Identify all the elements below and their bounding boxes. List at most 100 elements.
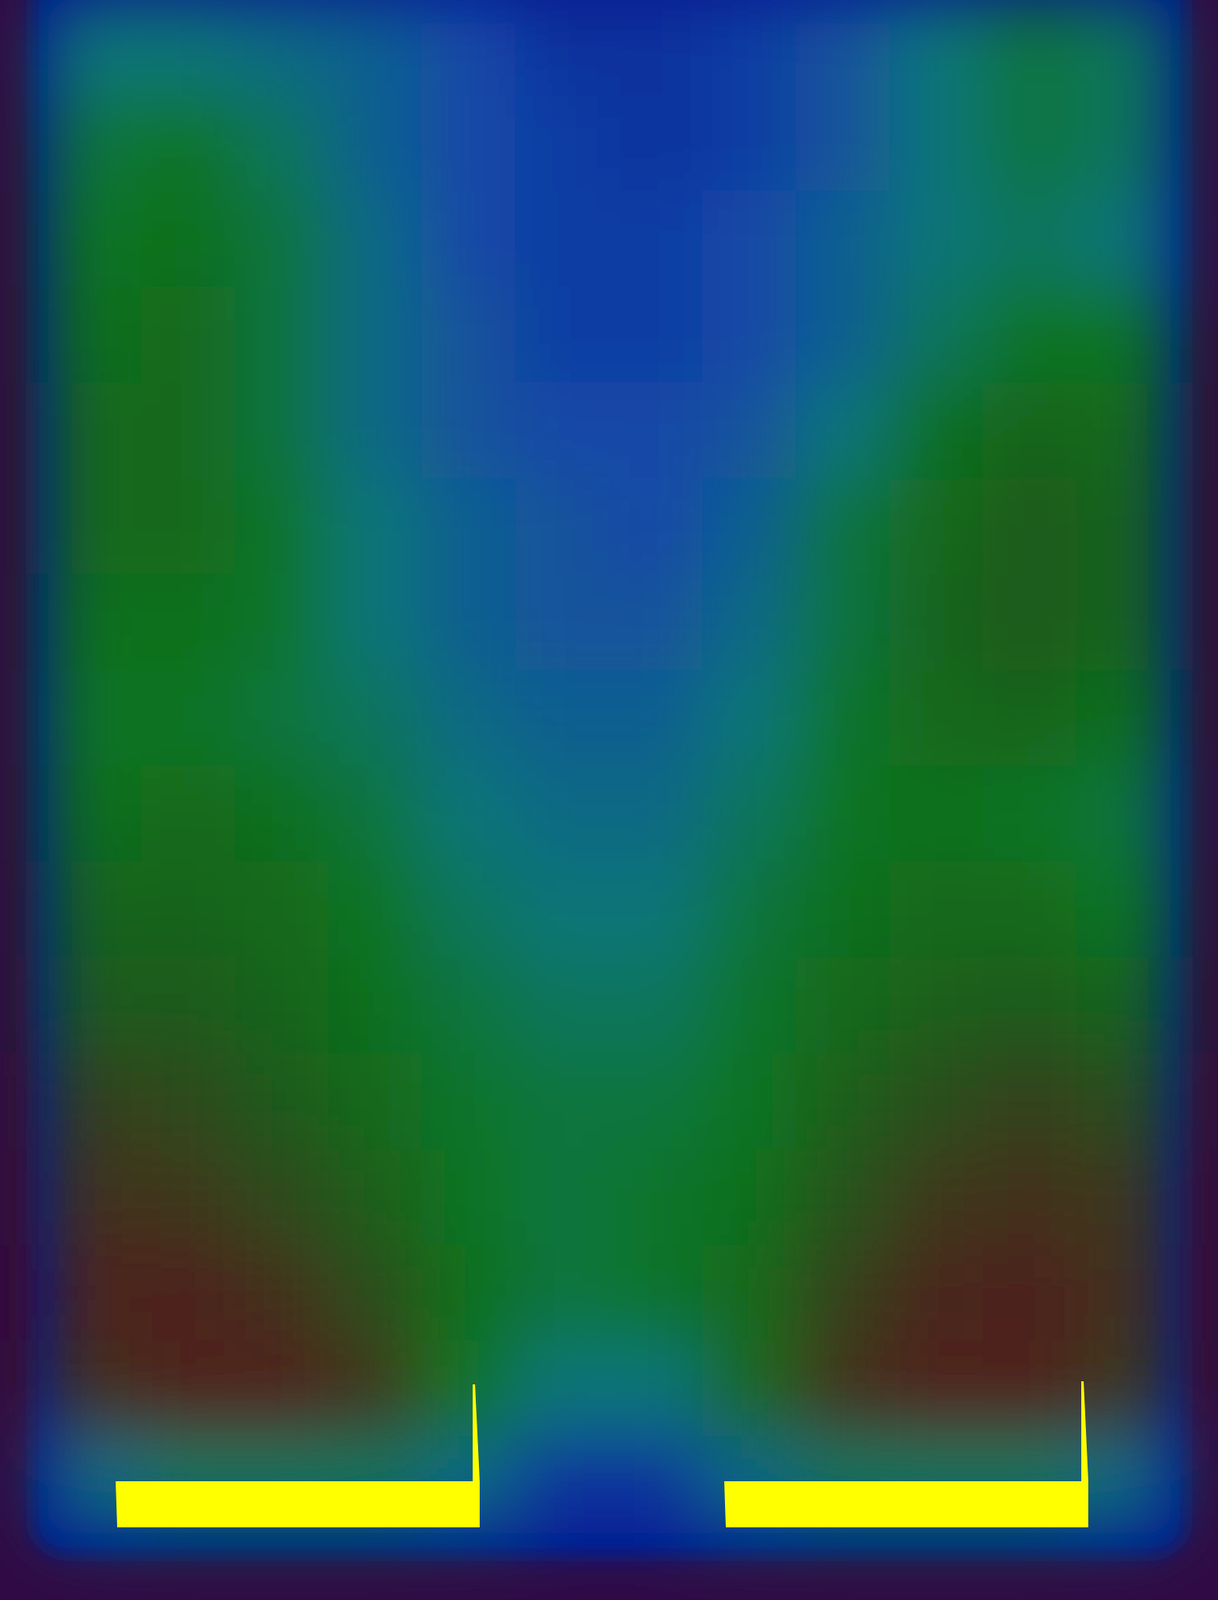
heat-cell <box>48 1244 143 1343</box>
heat-cell <box>514 286 611 385</box>
heat-cell <box>234 190 330 289</box>
heat-cell <box>702 478 798 576</box>
heat-cell <box>1075 95 1171 193</box>
heat-cell <box>514 957 611 1055</box>
heat-cell <box>141 957 237 1055</box>
heat-cell <box>795 0 891 97</box>
heat-cell <box>702 669 798 768</box>
heat-cell <box>702 382 798 481</box>
heat-cell <box>328 95 424 193</box>
heat-cell <box>889 382 985 481</box>
heat-cell <box>889 765 985 864</box>
heat-cell <box>421 1244 518 1343</box>
heat-cell <box>141 286 237 385</box>
heat-cell <box>514 478 611 576</box>
heat-cell <box>234 1340 330 1439</box>
heat-cell <box>795 765 891 864</box>
heat-cell <box>889 1244 985 1343</box>
heat-cell <box>48 286 143 385</box>
heat-cell <box>48 1149 143 1247</box>
heat-cell <box>328 1053 424 1151</box>
heat-cell <box>328 574 424 672</box>
heat-cell <box>702 1053 798 1151</box>
heat-cell <box>982 1340 1079 1439</box>
heat-cell <box>889 1340 985 1439</box>
heat-cell <box>982 286 1079 385</box>
background <box>0 0 1218 1600</box>
heat-cell <box>795 478 891 576</box>
heat-cell <box>795 1149 891 1247</box>
heat-cell <box>328 382 424 481</box>
field-blur <box>47 0 1172 1534</box>
heat-cell <box>608 0 704 97</box>
heat-cell <box>982 478 1079 576</box>
heat-cell <box>1075 286 1171 385</box>
heat-cell <box>48 0 143 97</box>
heat-cell <box>1075 1435 1171 1533</box>
heat-cell <box>795 1053 891 1151</box>
heat-cell <box>795 574 891 672</box>
heat-cell <box>514 861 611 960</box>
heat-cell <box>608 1340 704 1439</box>
heat-cell <box>795 1244 891 1343</box>
heat-cell <box>48 190 143 289</box>
heat-cell <box>514 1053 611 1151</box>
heat-cell <box>982 382 1079 481</box>
heat-cell <box>234 1053 330 1151</box>
heat-cell <box>514 1435 611 1533</box>
heat-cell <box>1075 957 1171 1055</box>
heat-cell <box>982 861 1079 960</box>
heat-cell <box>141 382 237 481</box>
heat-cell <box>889 478 985 576</box>
heat-cell <box>141 478 237 576</box>
heat-cell <box>514 0 611 97</box>
heat-cell <box>982 669 1079 768</box>
heat-cell <box>328 861 424 960</box>
heat-cell <box>608 478 704 576</box>
heat-cell <box>234 1244 330 1343</box>
heat-cell <box>141 95 237 193</box>
heat-cell <box>795 190 891 289</box>
heat-cell <box>421 574 518 672</box>
heat-cell <box>514 190 611 289</box>
heat-cell <box>48 95 143 193</box>
heat-cell <box>421 1149 518 1247</box>
heat-cell <box>514 669 611 768</box>
heat-cell <box>889 861 985 960</box>
heat-cell <box>141 190 237 289</box>
heat-cell <box>608 574 704 672</box>
heat-cell <box>328 957 424 1055</box>
heat-cell <box>48 765 143 864</box>
heat-cell <box>421 1340 518 1439</box>
heat-cell <box>795 1340 891 1439</box>
heat-cell <box>1075 765 1171 864</box>
heat-cell <box>608 286 704 385</box>
heater <box>115 1384 480 1528</box>
heat-cell <box>982 1244 1079 1343</box>
heat-cell <box>795 861 891 960</box>
heat-cell <box>328 478 424 576</box>
heat-cell <box>702 95 798 193</box>
heat-cell <box>982 0 1079 97</box>
heat-cell <box>889 0 985 97</box>
heat-cell <box>702 0 798 97</box>
heat-cell <box>702 190 798 289</box>
domain-edge <box>32 0 1186 1555</box>
heat-cell <box>48 382 143 481</box>
heat-cell <box>1075 1149 1171 1247</box>
heat-cell <box>889 957 985 1055</box>
heat-cell <box>141 574 237 672</box>
heat-cell <box>141 1244 237 1343</box>
heat-cell <box>234 1149 330 1247</box>
heat-cell <box>514 574 611 672</box>
heat-cell <box>328 765 424 864</box>
heat-cell <box>234 95 330 193</box>
heat-cell <box>702 957 798 1055</box>
heat-cell <box>702 286 798 385</box>
heat-cell <box>234 0 330 97</box>
heat-cell <box>421 1053 518 1151</box>
heat-cell <box>889 1053 985 1151</box>
heater <box>724 1381 1089 1528</box>
heat-cell <box>795 286 891 385</box>
heat-cell <box>702 1149 798 1247</box>
